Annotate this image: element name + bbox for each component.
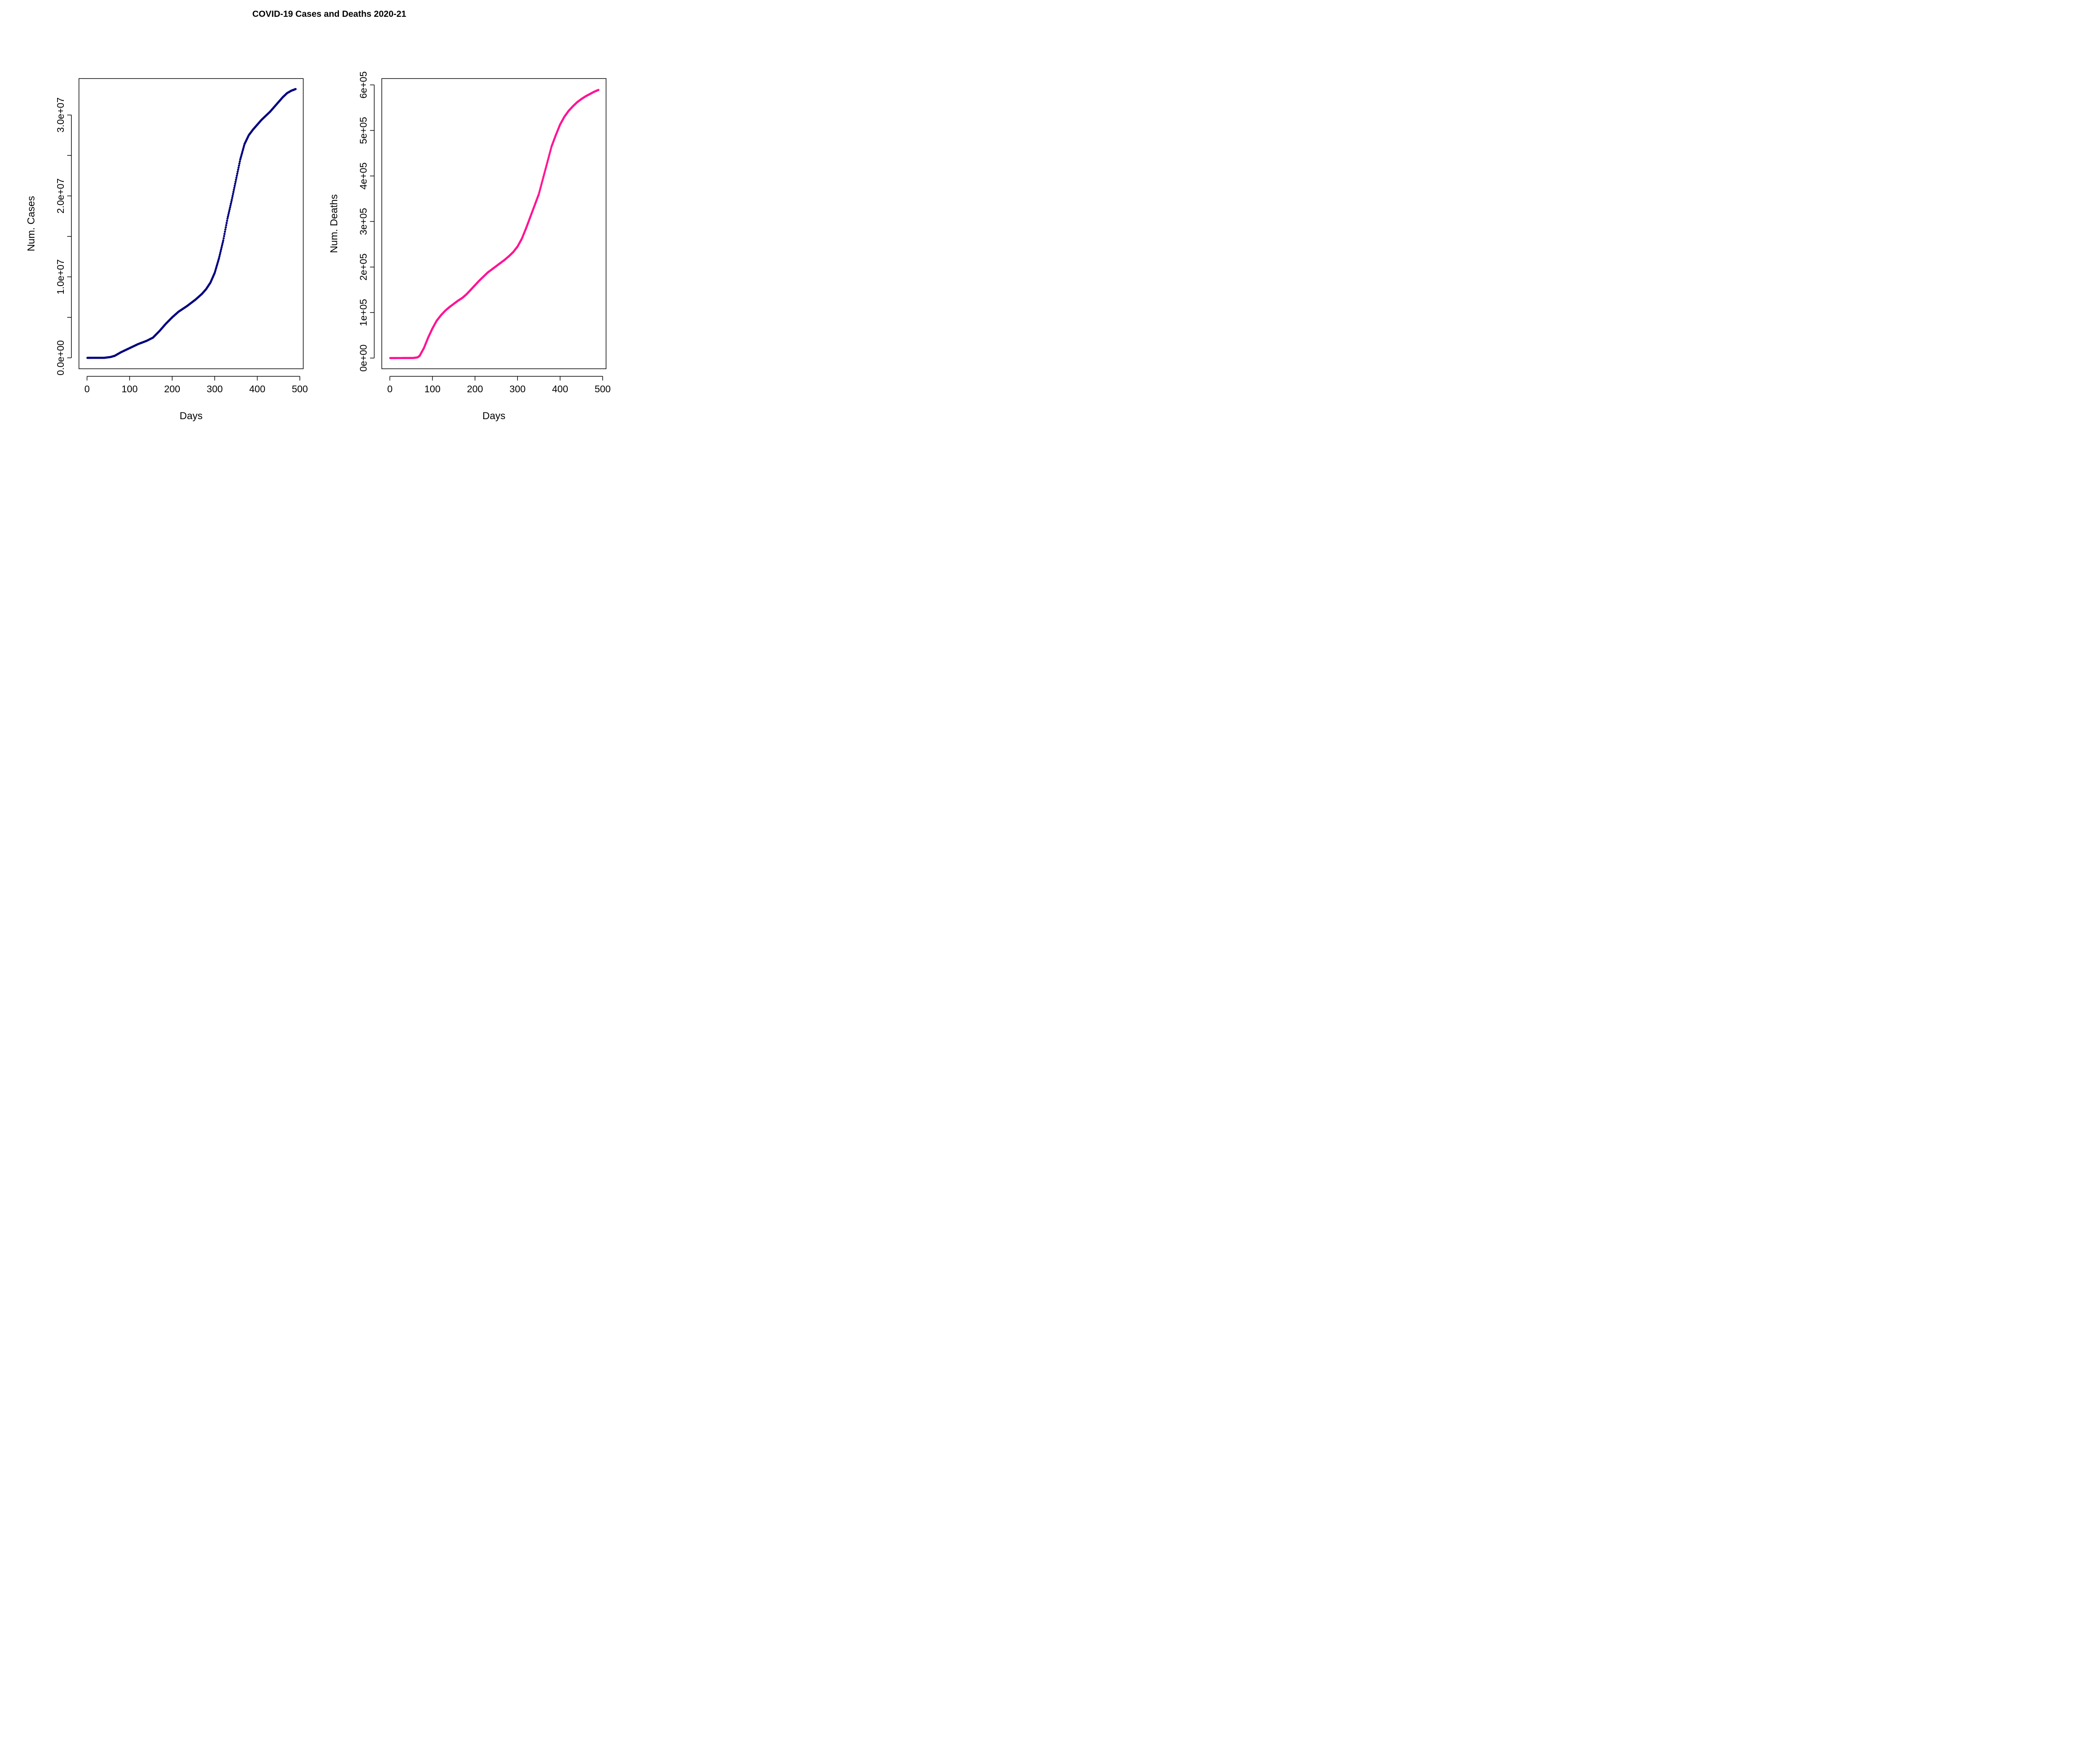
cases-data-point <box>223 231 226 233</box>
cases-data-point <box>227 213 230 216</box>
cases-panel: 0 100 200 300 400 500 0.0e+00 1.0e+07 2.0e+07 3.0… <box>26 78 308 422</box>
cases-x-tick-label: 200 <box>164 383 180 394</box>
cases-x-axis-label: Days <box>180 410 203 422</box>
cases-data-point <box>220 248 223 251</box>
cases-data-point <box>229 204 232 207</box>
cases-data-point <box>232 191 235 193</box>
cases-data-point <box>221 241 224 244</box>
cases-data-point <box>229 206 231 209</box>
cases-y-axis-label: Num. Cases <box>26 196 37 251</box>
deaths-x-axis-label: Days <box>483 410 506 422</box>
cases-data-point <box>222 239 225 242</box>
deaths-x-tick-label: 500 <box>595 383 611 394</box>
deaths-x-tick-label: 400 <box>552 383 568 394</box>
deaths-panel: 0 100 200 300 400 500 0e+00 1e+05 2e+05 3e+05 4e+0… <box>328 71 611 422</box>
deaths-y-tick-label: 1e+05 <box>358 299 369 326</box>
cases-data-point <box>218 257 220 260</box>
cases-data-point <box>220 246 223 249</box>
cases-data-point <box>234 182 236 185</box>
cases-data-point <box>236 174 238 177</box>
cases-data-point <box>234 181 237 183</box>
cases-data-point <box>235 178 237 181</box>
cases-x-tick-label: 100 <box>121 383 137 394</box>
cases-data-point <box>231 194 234 197</box>
cases-data-point <box>239 160 241 163</box>
cases-y-tick-label: 0.0e+00 <box>55 340 66 375</box>
chart-title: COVID-19 Cases and Deaths 2020-21 <box>252 9 407 19</box>
cases-data-point <box>233 186 236 189</box>
cases-data-point <box>223 235 226 237</box>
cases-y-tick-label: 2.0e+07 <box>55 178 66 214</box>
cases-data-point <box>219 250 222 252</box>
cases-data-point <box>294 88 297 90</box>
deaths-x-tick-label: 300 <box>509 383 525 394</box>
cases-x-tick-label: 500 <box>292 383 308 394</box>
chart-figure: COVID-19 Cases and Deaths 2020-21 0 100 20… <box>26 9 611 422</box>
cases-x-tick-label: 400 <box>249 383 265 394</box>
cases-data-point <box>236 171 239 173</box>
cases-data-point <box>227 215 229 218</box>
cases-data-point <box>231 197 234 199</box>
cases-plot-frame <box>79 78 304 369</box>
cases-data-point <box>237 168 239 171</box>
deaths-x-tick-label: 0 <box>387 383 393 394</box>
cases-data-point <box>226 220 228 222</box>
cases-data-point <box>223 233 226 235</box>
cases-data-point <box>224 226 227 228</box>
deaths-y-axis-label: Num. Deaths <box>328 194 340 253</box>
cases-data-point <box>232 193 234 195</box>
deaths-y-tick-label: 5e+05 <box>358 117 369 144</box>
cases-data-point <box>238 164 240 167</box>
cases-data-point <box>233 189 235 191</box>
deaths-y-tick-label: 0e+00 <box>358 344 369 372</box>
cases-data-point <box>219 252 222 254</box>
deaths-x-tick-label: 100 <box>424 383 440 394</box>
cases-data-point <box>234 184 236 187</box>
cases-data-point <box>226 217 229 220</box>
cases-data-point <box>231 199 233 201</box>
deaths-y-tick-label: 4e+05 <box>358 163 369 190</box>
cases-y-tick-label: 1.0e+07 <box>55 259 66 294</box>
cases-series <box>86 88 297 359</box>
cases-data-point <box>235 176 238 179</box>
cases-data-point <box>218 253 221 256</box>
deaths-plot-frame <box>381 78 606 369</box>
cases-x-tick-label: 0 <box>84 383 90 394</box>
cases-data-point <box>222 237 225 239</box>
deaths-x-tick-label: 200 <box>467 383 483 394</box>
cases-data-point <box>224 228 227 231</box>
cases-data-point <box>237 166 240 169</box>
deaths-data-point <box>597 89 600 91</box>
deaths-series <box>389 89 600 360</box>
cases-y-tick-label: 3.0e+07 <box>55 97 66 133</box>
cases-data-point <box>225 224 228 226</box>
cases-data-point <box>236 172 239 175</box>
cases-data-point <box>220 244 223 247</box>
cases-data-point <box>218 255 220 258</box>
deaths-y-tick-label: 2e+05 <box>358 253 369 281</box>
cases-data-point <box>228 212 230 214</box>
cases-data-point <box>221 243 224 245</box>
cases-data-point <box>226 222 228 224</box>
cases-data-point <box>238 162 241 165</box>
cases-data-point <box>230 200 233 203</box>
deaths-y-tick-label: 6e+05 <box>358 71 369 99</box>
cases-data-point <box>228 210 231 213</box>
cases-data-point <box>230 202 232 205</box>
cases-data-point <box>228 208 231 210</box>
cases-x-tick-label: 300 <box>207 383 223 394</box>
deaths-y-tick-label: 3e+05 <box>358 208 369 235</box>
